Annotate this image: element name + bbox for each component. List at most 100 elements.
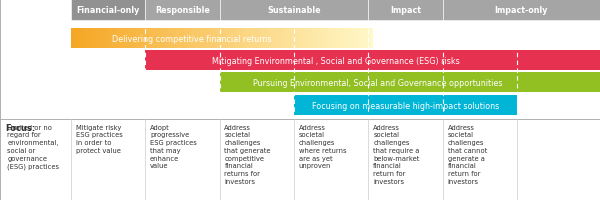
Bar <box>310 29 313 49</box>
Bar <box>303 29 305 49</box>
Bar <box>245 29 248 49</box>
Bar <box>236 29 239 49</box>
Bar <box>100 29 101 49</box>
Bar <box>286 29 288 49</box>
Bar <box>221 29 224 49</box>
Bar <box>265 29 267 49</box>
Bar <box>182 29 184 49</box>
Bar <box>340 29 343 49</box>
Bar <box>196 29 198 49</box>
Bar <box>145 51 600 71</box>
Bar <box>148 29 150 49</box>
Bar <box>348 29 350 49</box>
Bar <box>235 29 237 49</box>
Bar <box>181 29 183 49</box>
Bar <box>364 29 367 49</box>
Bar <box>145 0 220 21</box>
Bar <box>97 29 98 49</box>
Bar <box>257 29 260 49</box>
Bar <box>203 29 205 49</box>
Bar <box>104 29 106 49</box>
Bar <box>176 29 178 49</box>
Bar <box>220 0 368 21</box>
Bar <box>155 29 157 49</box>
Bar <box>268 29 270 49</box>
Bar <box>101 29 103 49</box>
Text: Address
societal
challenges
where returns
are as yet
unproven: Address societal challenges where return… <box>299 124 346 169</box>
Bar <box>355 29 358 49</box>
Bar <box>271 29 273 49</box>
Bar <box>217 29 219 49</box>
Bar <box>306 29 308 49</box>
Bar <box>287 29 290 49</box>
Bar <box>307 29 310 49</box>
Bar <box>83 29 85 49</box>
Bar <box>122 29 124 49</box>
Bar <box>157 29 159 49</box>
Bar <box>241 29 243 49</box>
Bar <box>92 29 94 49</box>
Bar <box>266 29 269 49</box>
Bar <box>319 29 322 49</box>
Bar <box>281 29 284 49</box>
Bar <box>79 29 80 49</box>
Bar <box>142 29 143 49</box>
Bar <box>352 29 355 49</box>
Bar <box>209 29 211 49</box>
Bar <box>296 29 299 49</box>
Bar <box>354 29 356 49</box>
Bar <box>339 29 341 49</box>
Bar <box>283 29 285 49</box>
Bar <box>334 29 337 49</box>
Bar <box>146 29 148 49</box>
Bar <box>71 29 73 49</box>
Bar <box>139 29 140 49</box>
Bar <box>197 29 199 49</box>
Text: Adopt
progressive
ESG practices
that may
enhance
value: Adopt progressive ESG practices that may… <box>150 124 197 169</box>
Bar <box>170 29 172 49</box>
Bar <box>80 29 82 49</box>
Bar <box>113 29 115 49</box>
Bar <box>158 29 160 49</box>
Bar <box>315 29 317 49</box>
Bar <box>152 29 154 49</box>
Bar <box>360 29 362 49</box>
Bar <box>205 29 207 49</box>
Bar <box>140 29 142 49</box>
Bar <box>278 29 281 49</box>
Text: Focus:: Focus: <box>5 123 35 132</box>
Bar <box>107 29 109 49</box>
Bar <box>124 29 125 49</box>
Bar <box>349 29 352 49</box>
Bar <box>89 29 91 49</box>
Bar <box>345 29 347 49</box>
Bar <box>239 29 242 49</box>
Bar <box>206 29 208 49</box>
Bar <box>321 29 323 49</box>
Bar <box>232 29 234 49</box>
Bar <box>118 29 119 49</box>
Bar <box>191 29 193 49</box>
Bar <box>151 29 153 49</box>
Bar <box>212 29 214 49</box>
Bar <box>82 29 83 49</box>
Bar <box>368 0 443 21</box>
Bar <box>184 29 186 49</box>
Bar <box>259 29 261 49</box>
Bar <box>175 29 177 49</box>
Bar <box>95 29 97 49</box>
Bar <box>295 29 298 49</box>
Bar <box>269 29 272 49</box>
Bar <box>262 29 264 49</box>
Bar <box>248 29 251 49</box>
Bar <box>238 29 240 49</box>
Bar <box>370 29 373 49</box>
Bar <box>309 29 311 49</box>
Bar <box>91 29 92 49</box>
Bar <box>358 29 361 49</box>
Bar <box>277 29 279 49</box>
Bar <box>333 29 335 49</box>
Bar <box>88 29 89 49</box>
Bar <box>300 29 302 49</box>
Bar <box>128 29 130 49</box>
